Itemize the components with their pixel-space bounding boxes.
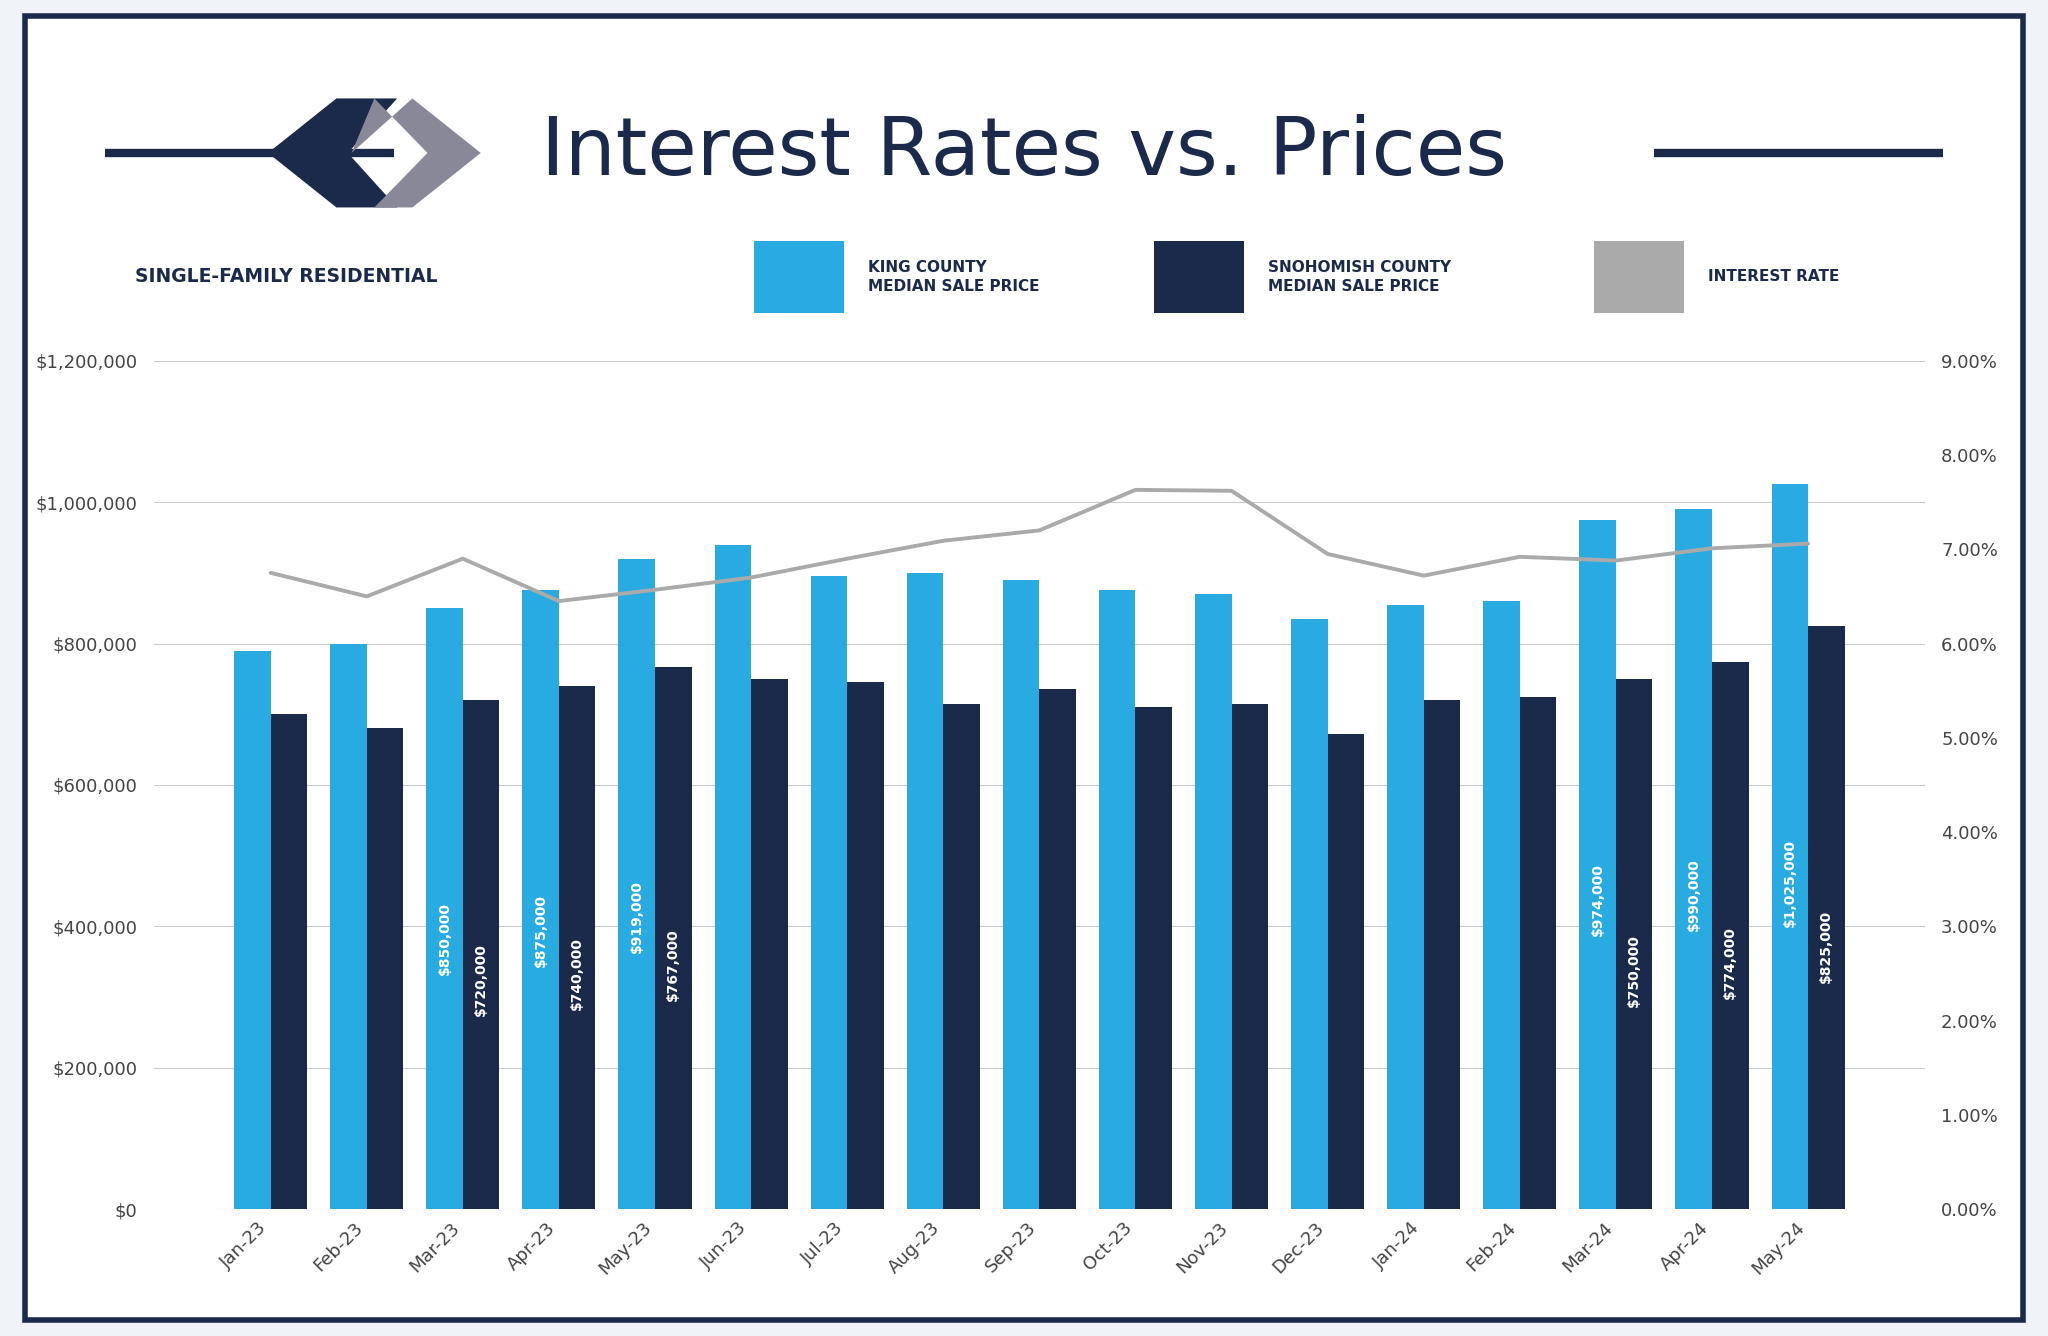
Bar bbox=[1579, 521, 1616, 1209]
Bar bbox=[811, 576, 848, 1209]
Bar bbox=[1483, 601, 1520, 1209]
Bar bbox=[1616, 679, 1653, 1209]
Bar bbox=[1327, 733, 1364, 1209]
Bar bbox=[752, 679, 788, 1209]
Bar bbox=[907, 573, 944, 1209]
Bar bbox=[522, 591, 559, 1209]
FancyBboxPatch shape bbox=[754, 240, 844, 313]
Text: $740,000: $740,000 bbox=[569, 938, 584, 1010]
Bar bbox=[1004, 580, 1038, 1209]
Bar bbox=[233, 651, 270, 1209]
Bar bbox=[559, 685, 596, 1209]
Bar bbox=[463, 700, 500, 1209]
Bar bbox=[1100, 591, 1135, 1209]
Bar bbox=[1808, 625, 1845, 1209]
Text: $774,000: $774,000 bbox=[1722, 926, 1737, 999]
FancyBboxPatch shape bbox=[1593, 240, 1683, 313]
Bar bbox=[715, 545, 752, 1209]
Bar bbox=[1290, 619, 1327, 1209]
Bar bbox=[1772, 485, 1808, 1209]
Text: $974,000: $974,000 bbox=[1591, 863, 1606, 935]
Text: KING COUNTY
MEDIAN SALE PRICE: KING COUNTY MEDIAN SALE PRICE bbox=[868, 259, 1040, 294]
Text: $875,000: $875,000 bbox=[535, 894, 547, 967]
Polygon shape bbox=[352, 99, 481, 207]
Text: $919,000: $919,000 bbox=[629, 880, 643, 953]
Bar bbox=[1196, 595, 1231, 1209]
Polygon shape bbox=[268, 99, 397, 207]
Bar bbox=[330, 644, 367, 1209]
Text: $850,000: $850,000 bbox=[438, 902, 451, 975]
Bar bbox=[426, 608, 463, 1209]
Text: INTEREST RATE: INTEREST RATE bbox=[1708, 270, 1839, 285]
Bar bbox=[944, 704, 979, 1209]
Bar bbox=[1423, 700, 1460, 1209]
Bar bbox=[1675, 509, 1712, 1209]
Text: $990,000: $990,000 bbox=[1688, 858, 1700, 930]
Text: $767,000: $767,000 bbox=[666, 929, 680, 1002]
Text: SNOHOMISH COUNTY
MEDIAN SALE PRICE: SNOHOMISH COUNTY MEDIAN SALE PRICE bbox=[1268, 259, 1450, 294]
Bar bbox=[1520, 696, 1556, 1209]
Bar bbox=[1231, 704, 1268, 1209]
Bar bbox=[1386, 605, 1423, 1209]
Text: SINGLE-FAMILY RESIDENTIAL: SINGLE-FAMILY RESIDENTIAL bbox=[135, 267, 436, 286]
Bar bbox=[367, 728, 403, 1209]
Text: $720,000: $720,000 bbox=[473, 943, 487, 1017]
Bar bbox=[1038, 689, 1075, 1209]
Text: $1,025,000: $1,025,000 bbox=[1784, 839, 1796, 927]
Bar bbox=[270, 715, 307, 1209]
Bar bbox=[655, 667, 692, 1209]
Bar bbox=[848, 683, 883, 1209]
FancyBboxPatch shape bbox=[1153, 240, 1243, 313]
FancyBboxPatch shape bbox=[25, 16, 2023, 1320]
Bar bbox=[1135, 707, 1171, 1209]
Bar bbox=[618, 560, 655, 1209]
Text: $825,000: $825,000 bbox=[1819, 910, 1833, 983]
Text: $750,000: $750,000 bbox=[1628, 934, 1640, 1007]
Bar bbox=[1712, 661, 1749, 1209]
Text: Interest Rates vs. Prices: Interest Rates vs. Prices bbox=[541, 114, 1507, 192]
